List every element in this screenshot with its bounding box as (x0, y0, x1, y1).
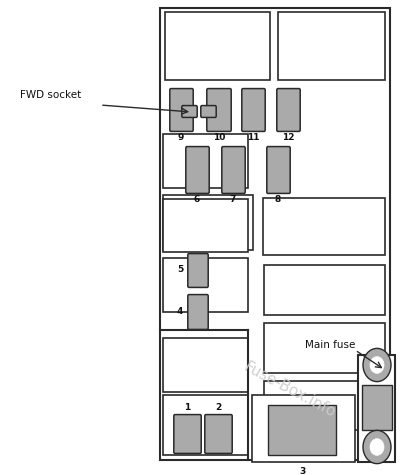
FancyBboxPatch shape (207, 88, 231, 132)
FancyBboxPatch shape (277, 88, 300, 132)
Bar (160, 8, 390, 460)
FancyBboxPatch shape (182, 105, 197, 117)
Text: Fuse-Box.info: Fuse-Box.info (242, 360, 338, 420)
Text: 10: 10 (213, 133, 225, 142)
Circle shape (370, 357, 384, 373)
Text: 5: 5 (177, 266, 183, 275)
Bar (263, 198, 385, 255)
FancyBboxPatch shape (222, 147, 245, 193)
Bar (268, 405, 336, 455)
Bar (163, 395, 248, 455)
Text: 3: 3 (300, 467, 306, 475)
Circle shape (370, 439, 384, 456)
FancyBboxPatch shape (205, 415, 232, 454)
FancyBboxPatch shape (170, 88, 193, 132)
FancyBboxPatch shape (186, 147, 209, 193)
Bar (358, 355, 395, 462)
Circle shape (363, 348, 391, 381)
FancyBboxPatch shape (242, 88, 265, 132)
Bar (264, 265, 385, 315)
Text: 7: 7 (230, 195, 236, 204)
Text: FWD socket: FWD socket (20, 90, 81, 100)
Bar (264, 381, 385, 430)
Bar (362, 385, 392, 430)
Bar (165, 12, 270, 80)
FancyBboxPatch shape (188, 294, 208, 330)
Text: 11: 11 (247, 133, 259, 142)
Bar (163, 258, 248, 312)
Bar (163, 199, 248, 252)
Circle shape (363, 430, 391, 464)
Bar (264, 323, 385, 373)
Text: 8: 8 (275, 195, 281, 204)
FancyBboxPatch shape (188, 254, 208, 287)
FancyBboxPatch shape (267, 147, 290, 193)
Text: 4: 4 (177, 307, 183, 316)
Bar (163, 134, 248, 188)
FancyBboxPatch shape (174, 415, 201, 454)
Text: 12: 12 (282, 133, 294, 142)
FancyBboxPatch shape (201, 105, 216, 117)
Bar (163, 195, 253, 250)
Bar (163, 338, 248, 392)
Bar (252, 395, 355, 462)
Text: 6: 6 (194, 195, 200, 204)
Text: Main fuse: Main fuse (305, 340, 355, 350)
Text: 2: 2 (215, 403, 221, 412)
Bar (278, 12, 385, 80)
Text: 9: 9 (178, 133, 184, 142)
Text: 1: 1 (184, 403, 190, 412)
